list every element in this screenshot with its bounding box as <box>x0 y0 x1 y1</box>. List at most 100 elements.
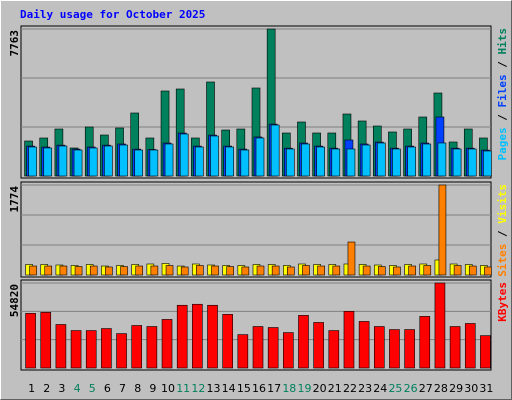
bar <box>483 150 492 177</box>
legend: Sites / Visits <box>496 184 509 277</box>
bar <box>131 325 143 369</box>
bar <box>59 265 68 276</box>
bar <box>149 149 159 177</box>
legend-entry: Files <box>496 74 509 107</box>
x-tick-label: 14 <box>222 382 236 395</box>
bar <box>453 265 462 276</box>
legend: Pages / Files / Hits <box>496 28 509 161</box>
x-tick-label: 11 <box>176 382 190 395</box>
bar <box>408 265 416 276</box>
bar <box>393 266 401 276</box>
bar <box>331 148 341 177</box>
bar <box>484 266 492 276</box>
bar <box>437 142 447 177</box>
plot-area <box>20 181 492 278</box>
bar <box>58 145 68 177</box>
x-tick-label: 2 <box>43 382 50 395</box>
bar <box>298 315 309 369</box>
bar <box>392 148 401 177</box>
bar <box>28 146 37 177</box>
bar <box>29 265 37 276</box>
x-tick-label: 9 <box>149 382 156 395</box>
bar <box>146 326 158 369</box>
bar <box>449 326 461 369</box>
bar <box>361 144 371 177</box>
bar <box>150 265 159 276</box>
legend-separator: / <box>496 224 509 244</box>
x-tick-label: 30 <box>464 382 478 395</box>
x-tick-label: 18 <box>282 382 296 395</box>
x-tick-label: 5 <box>89 382 96 395</box>
bar <box>271 265 280 276</box>
bar <box>101 328 112 369</box>
y-tick-label: 1774 <box>8 186 21 213</box>
bar <box>301 143 310 177</box>
y-tick-label: 54820 <box>8 284 21 317</box>
x-tick-label: 20 <box>313 382 327 395</box>
bar <box>164 143 174 177</box>
bar <box>225 146 234 177</box>
bar <box>44 265 53 276</box>
bar <box>222 314 233 369</box>
x-tick-label: 1 <box>28 382 35 395</box>
x-tick-label: 8 <box>134 382 141 395</box>
bar <box>468 265 477 276</box>
bar <box>40 312 52 369</box>
bar <box>346 148 356 177</box>
x-tick-label: 25 <box>388 382 402 395</box>
x-tick-label: 28 <box>434 382 448 395</box>
legend-entry: Sites <box>496 244 509 277</box>
legend-entry: Hits <box>496 28 509 55</box>
bar <box>240 149 250 177</box>
bar <box>422 143 432 177</box>
legend: KBytes <box>496 282 509 322</box>
bar <box>241 266 250 276</box>
bar <box>313 322 324 369</box>
bar <box>332 265 341 276</box>
bar <box>376 142 386 177</box>
bar <box>135 265 144 276</box>
bar <box>25 313 36 369</box>
bar <box>165 265 174 276</box>
x-tick-label: 4 <box>74 382 81 395</box>
bar <box>70 330 82 369</box>
x-tick-label: 16 <box>252 382 266 395</box>
bar <box>389 329 400 369</box>
bar <box>211 265 219 276</box>
bar <box>328 330 340 369</box>
bar <box>207 304 218 369</box>
legend-entry: Visits <box>496 184 509 224</box>
bar <box>195 146 204 177</box>
bar <box>434 282 446 369</box>
bar <box>464 323 476 369</box>
bar <box>423 265 432 276</box>
bar <box>55 324 67 369</box>
bar <box>120 266 128 276</box>
bar <box>343 311 355 369</box>
bar <box>362 265 371 276</box>
x-tick-label: 24 <box>373 382 387 395</box>
x-tick-label: 12 <box>191 382 205 395</box>
bar <box>210 135 219 177</box>
x-tick-label: 26 <box>404 382 418 395</box>
bar <box>256 265 265 276</box>
x-tick-label: 7 <box>119 382 126 395</box>
bar <box>438 184 447 276</box>
bar <box>134 149 144 177</box>
bar <box>302 265 310 276</box>
bar <box>404 329 415 369</box>
bar <box>377 266 386 276</box>
x-tick-label: 17 <box>267 382 281 395</box>
bar <box>226 266 234 276</box>
bar <box>161 319 173 369</box>
bar <box>176 304 188 369</box>
bar <box>116 333 127 369</box>
x-tick-label: 31 <box>479 382 493 395</box>
bar <box>286 148 295 177</box>
bar <box>89 265 98 276</box>
legend-entry: Pages <box>496 127 509 160</box>
bar <box>105 266 113 276</box>
bar <box>267 327 279 369</box>
